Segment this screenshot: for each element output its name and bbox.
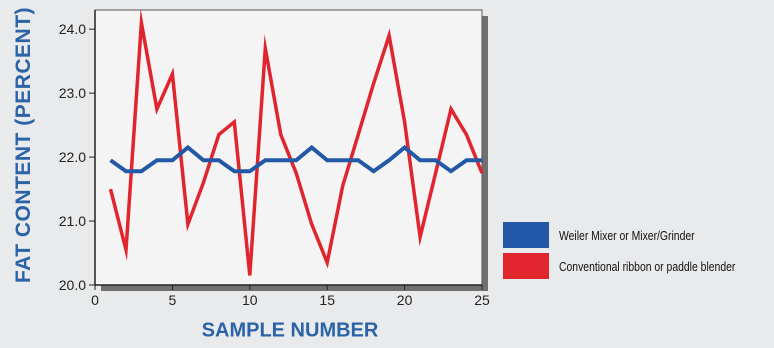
legend-label-conventional: Conventional ribbon or paddle blender (559, 258, 736, 274)
x-tick-label: 0 (91, 292, 99, 308)
legend-label-weiler: Weiler Mixer or Mixer/Grinder (559, 227, 695, 243)
series-line-weiler (109, 144, 482, 174)
legend-swatch-conventional (503, 253, 549, 279)
x-tick-label: 25 (474, 292, 490, 308)
x-tick-label: 5 (169, 292, 177, 308)
legend: Weiler Mixer or Mixer/Grinder Convention… (503, 222, 774, 284)
legend-item-conventional: Conventional ribbon or paddle blender (503, 253, 774, 279)
x-axis-label: SAMPLE NUMBER (201, 319, 379, 342)
y-axis-label: FAT CONTENT (PERCENT) (12, 6, 35, 284)
x-tick-label: 20 (397, 292, 413, 308)
x-tick-label: 15 (319, 292, 335, 308)
y-tick-label: 20.0 (59, 277, 86, 293)
x-tick-label: 10 (242, 292, 258, 308)
y-tick-label: 21.0 (59, 213, 86, 229)
y-tick-label: 23.0 (59, 85, 86, 101)
plot-area (94, 9, 483, 286)
legend-item-weiler: Weiler Mixer or Mixer/Grinder (503, 222, 774, 248)
y-tick-label: 22.0 (59, 149, 86, 165)
series-line-conventional (108, 8, 484, 276)
legend-swatch-weiler (503, 222, 549, 248)
y-tick-label: 24.0 (59, 21, 86, 37)
